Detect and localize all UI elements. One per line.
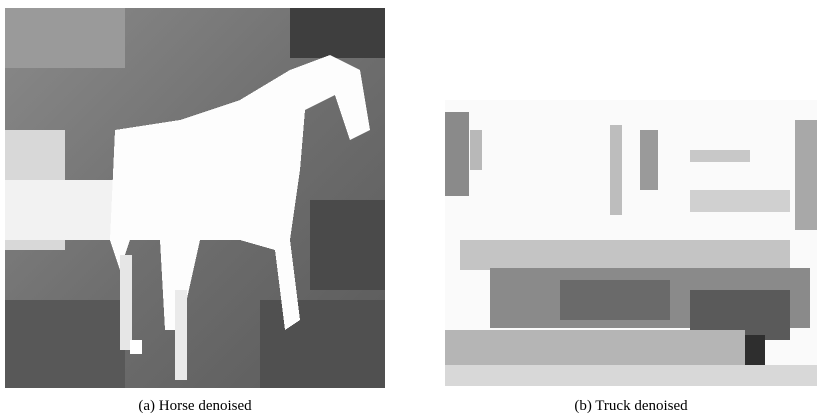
figure: (a) Horse denoised (b) Truck denoised [0,0,817,420]
caption: (a) Horse denoised [138,398,252,414]
truck-image [445,100,817,386]
horse-image [5,8,385,388]
caption: (b) Truck denoised [574,398,688,414]
